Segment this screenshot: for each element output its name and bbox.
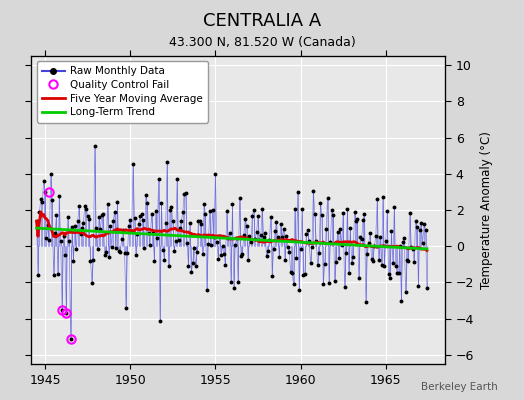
Text: CENTRALIA A: CENTRALIA A	[203, 12, 321, 30]
Text: Berkeley Earth: Berkeley Earth	[421, 382, 498, 392]
Legend: Raw Monthly Data, Quality Control Fail, Five Year Moving Average, Long-Term Tren: Raw Monthly Data, Quality Control Fail, …	[37, 61, 208, 122]
Y-axis label: Temperature Anomaly (°C): Temperature Anomaly (°C)	[480, 131, 493, 289]
Text: 43.300 N, 81.520 W (Canada): 43.300 N, 81.520 W (Canada)	[169, 36, 355, 49]
